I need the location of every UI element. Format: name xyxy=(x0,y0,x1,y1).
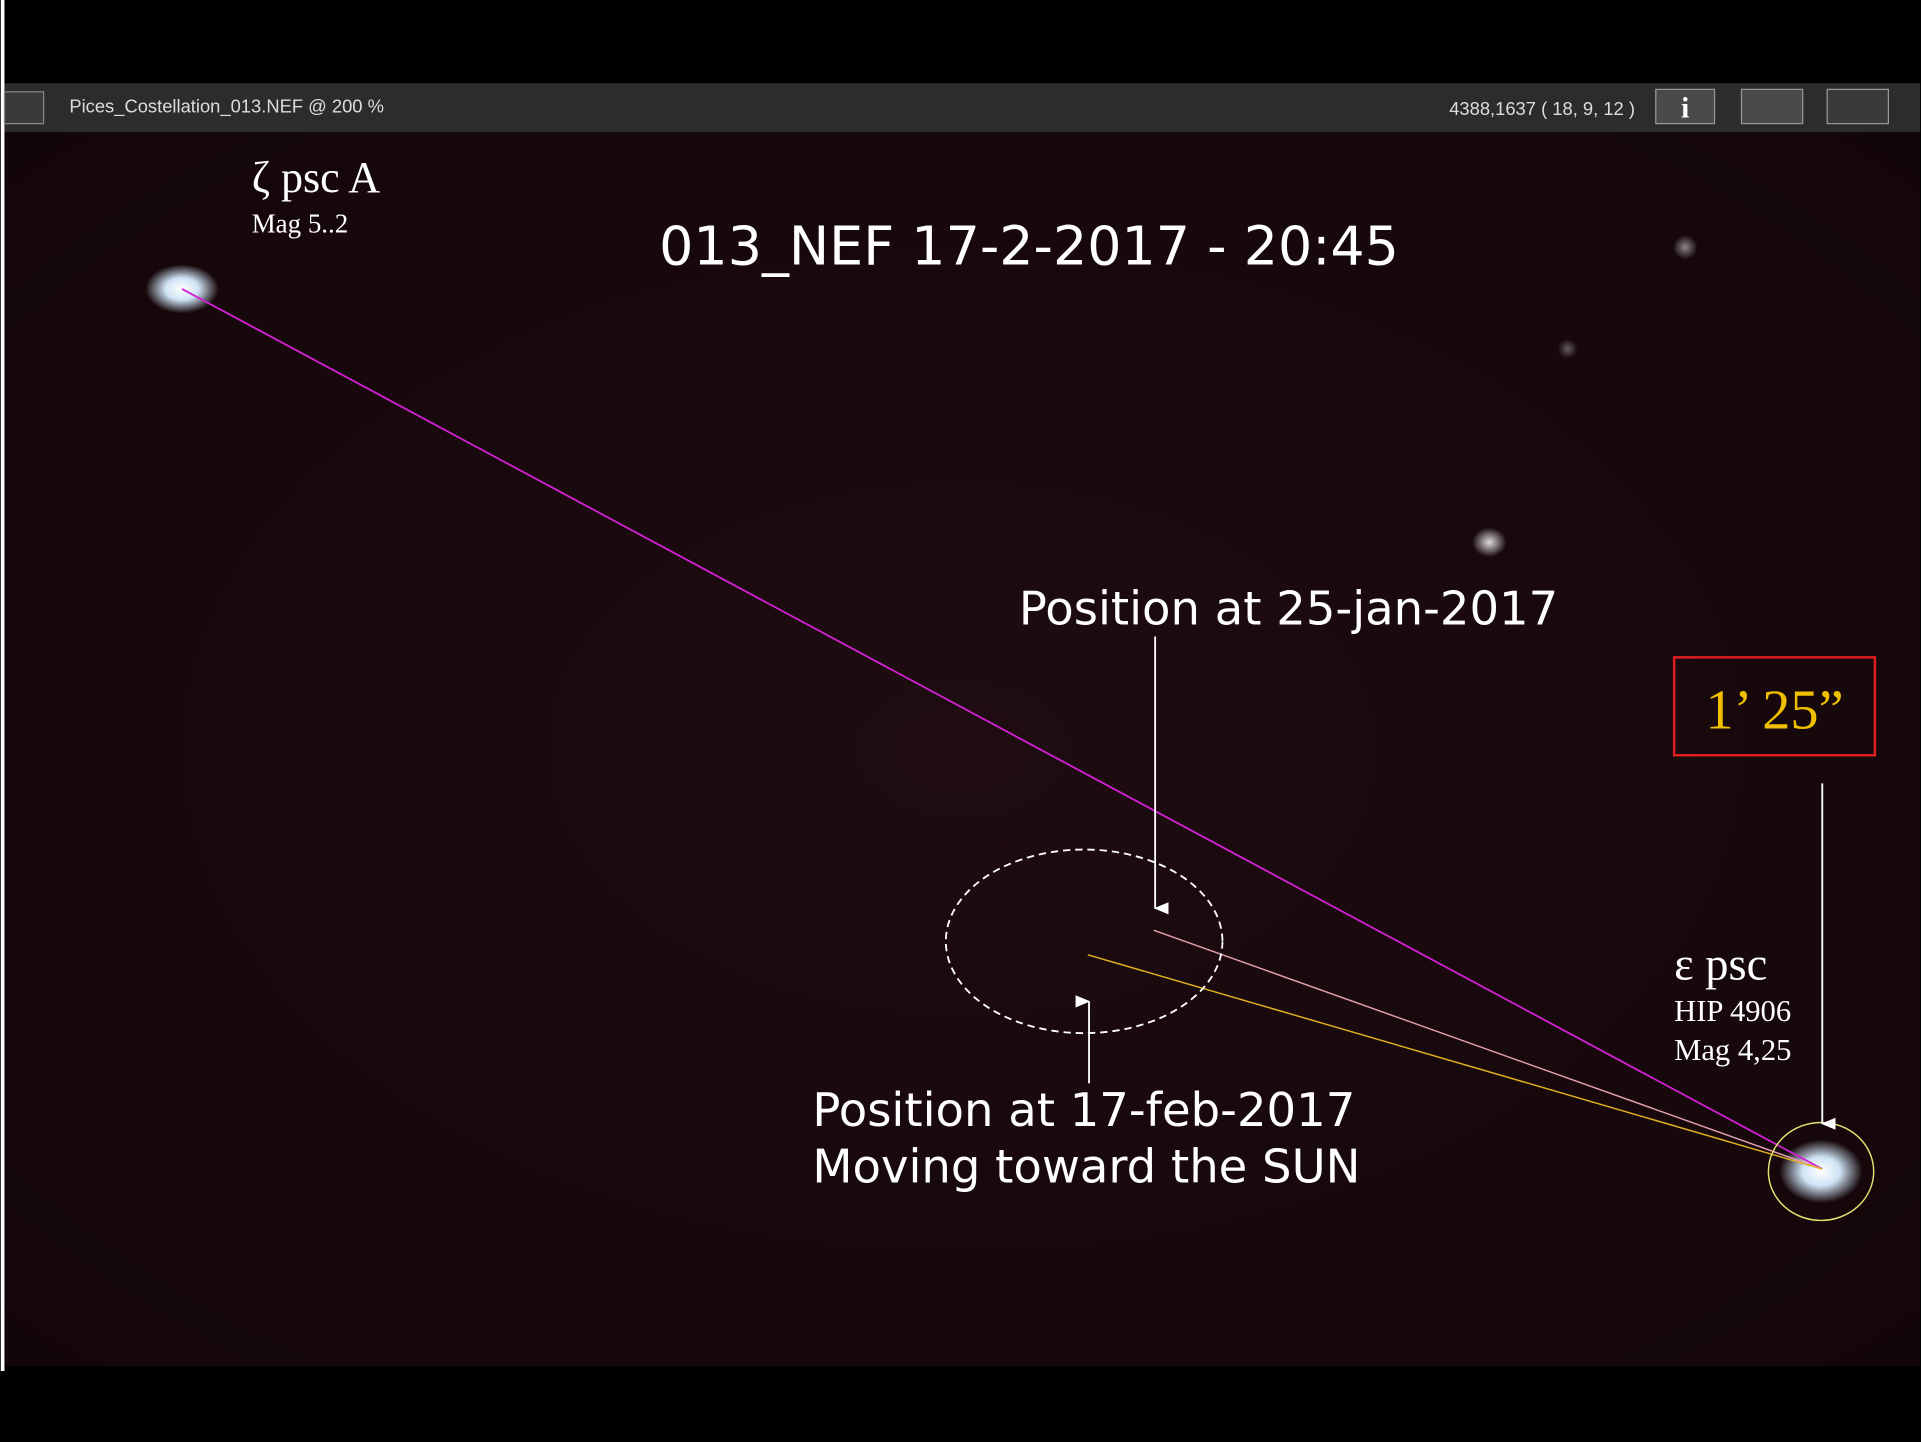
sky-image xyxy=(4,132,1921,1367)
star-a-name: ζ psc A xyxy=(252,153,381,202)
pink-line xyxy=(1153,929,1823,1170)
star xyxy=(1472,527,1507,557)
star xyxy=(1557,339,1578,359)
position-feb-note: Moving toward the SUN xyxy=(812,1139,1360,1193)
filename: Pices_Costellation_013.NEF @ 200 % xyxy=(69,96,384,118)
image-title: 013_NEF 17-2-2017 - 20:45 xyxy=(659,214,1399,277)
left-edge xyxy=(0,0,5,1372)
info-button[interactable] xyxy=(1655,88,1716,125)
histogram-button[interactable] xyxy=(1740,88,1804,125)
yellow-line xyxy=(1087,954,1823,1170)
star xyxy=(1672,235,1698,260)
star xyxy=(1779,1139,1863,1204)
dashed-ellipse xyxy=(944,848,1224,1035)
info-icon: i xyxy=(1681,93,1689,125)
fit-button[interactable] xyxy=(1826,88,1889,125)
star-a-mag: Mag 5..2 xyxy=(252,209,348,239)
coordinates: 4388,1637 ( 18, 9, 12 ) xyxy=(1449,98,1635,119)
mode-button[interactable] xyxy=(3,91,45,125)
star-b-name: ε psc xyxy=(1674,939,1767,990)
star-b-mag: Mag 4,25 xyxy=(1674,1033,1791,1067)
position-feb: Position at 17-feb-2017 xyxy=(812,1083,1355,1137)
position-jan: Position at 25-jan-2017 xyxy=(1019,581,1558,635)
separation: 1’ 25” xyxy=(1705,679,1843,741)
toolbar xyxy=(4,83,1921,133)
star-b-hip: HIP 4906 xyxy=(1674,994,1791,1028)
magenta-line xyxy=(181,288,1823,1170)
separation-box xyxy=(1672,656,1877,757)
